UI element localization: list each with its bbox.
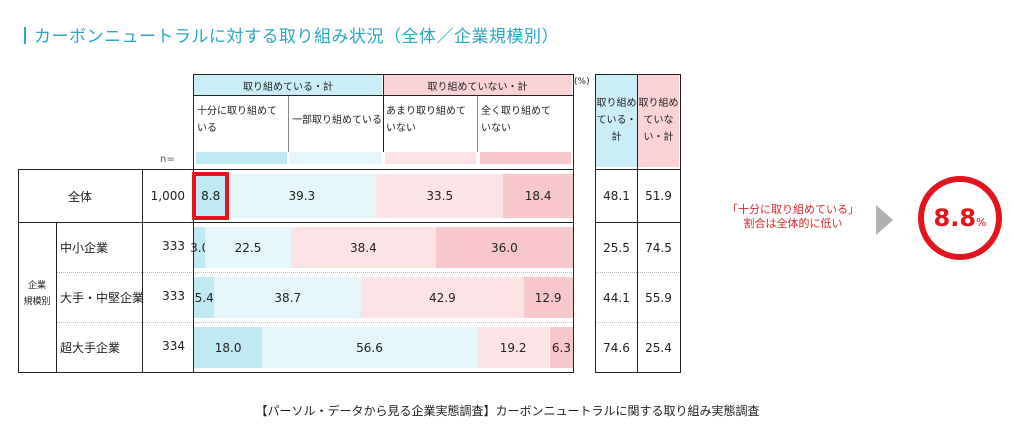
n-label: n= [160,154,175,165]
segment-partly: 56.6 [262,327,477,368]
table-rule-vertical [477,96,478,152]
subheader-not-much: あまり取り組めて いない [383,103,477,137]
side-group-label-line1: 企業 [27,281,46,291]
callout-line1: 「十分に取り組めている」 [727,203,859,216]
segment-not-much: 42.9 [361,277,524,318]
total-no-value: 55.9 [645,290,672,305]
segment-partly: 39.3 [227,174,377,218]
callout-text: 「十分に取り組めている」 割合は全体的に低い [718,203,868,231]
totals-rule-vertical [595,74,596,373]
table-rule-vertical [573,74,574,373]
table-rule [18,169,574,170]
subheader-not-much-line2: いない [386,123,416,134]
total-yes-value: 48.1 [603,189,630,203]
legend-swatch-not-at-all [480,152,571,164]
unit-label: (%) [574,77,590,87]
totals-rule-vertical [680,74,681,373]
segment-fully: 5.4 [194,277,215,318]
highlight-box [192,172,230,220]
totals-rule [595,372,681,373]
table-rule-vertical [142,169,143,373]
subheader-not-at-all-line1: 全く取り組めて [481,106,551,117]
totals-rule [595,74,681,75]
n-value: 1,000 [150,189,185,203]
row-label-overall: 全体 [68,189,93,204]
row-label-very-large: 超大手企業 [60,340,121,355]
total-no-header-line1: 取り組め [638,98,679,109]
totals-rule-dotted [595,322,681,323]
table-rule-dotted [56,272,574,273]
total-no-value: 25.4 [645,340,672,355]
table-rule [18,222,574,223]
side-group-label-line2: 規模別 [23,297,51,307]
table-rule-vertical [56,222,57,373]
table-rule-vertical [18,169,19,373]
totals-rule-vertical [637,74,638,373]
n-value: 334 [162,339,185,353]
subheader-not-much-line1: あまり取り組めて [386,106,466,117]
segment-partly: 38.7 [214,277,362,318]
segment-not-much: 33.5 [376,174,504,218]
total-yes-value: 44.1 [603,290,630,305]
subheader-fully-line2: いる [197,123,217,134]
segment-fully: 3.0 [190,227,209,268]
total-no-header-line3: い・計 [643,132,674,143]
total-yes-value: 25.5 [603,240,630,255]
arrow-right-icon [876,205,893,235]
total-no-header: 取り組め ていな い・計 [638,75,679,167]
n-value: 333 [162,289,185,303]
table-rule [194,95,574,96]
legend-swatch-partly [290,152,381,164]
segment-not-at-all: 36.0 [436,227,573,268]
subheader-fully: 十分に取り組めて いる [194,103,288,137]
total-yes-header: 取り組め ている・ 計 [596,75,637,167]
total-no-header-line2: ていな [643,115,674,126]
legend-swatch-not-much [385,152,476,164]
table-rule-vertical [288,96,289,152]
row-label-large: 大手・中堅企業 [60,290,145,305]
segment-partly: 22.5 [205,227,291,268]
subheader-not-at-all-line2: いない [481,123,511,134]
callout-circle: 8.8% [918,176,1002,260]
segment-not-at-all: 12.9 [523,277,573,318]
segment-not-much: 19.2 [476,327,550,368]
table-rule-vertical [193,74,194,373]
segment-fully: 18.0 [194,327,263,368]
row-label-small: 中小企業 [60,240,109,255]
total-yes-value: 74.6 [603,340,630,355]
total-no-value: 51.9 [645,189,672,203]
callout-unit: % [976,215,987,229]
table-rule-dotted [56,322,574,323]
subheader-partly-line1: 一部取り組めている [292,115,382,126]
segment-not-much: 38.4 [290,227,437,268]
title-text: カーボンニュートラルに対する取り組み状況（全体／企業規模別） [34,27,559,47]
totals-rule [595,222,681,223]
legend-swatch-fully [196,152,287,164]
subheader-not-at-all: 全く取り組めて いない [478,103,572,137]
header-yes-group: 取り組めている・計 [194,75,382,95]
total-yes-header-line1: 取り組め [596,98,637,109]
page-title: カーボンニュートラルに対する取り組み状況（全体／企業規模別） [24,22,559,47]
total-no-value: 74.5 [645,240,672,255]
totals-rule [595,169,681,170]
subheader-partly: 一部取り組めている [289,112,383,129]
segment-not-at-all: 6.3 [549,327,574,368]
side-group-label: 企業 規模別 [20,278,54,310]
callout-value: 8.8 [933,204,977,232]
total-yes-header-line2: ている・ [596,115,637,126]
subheader-fully-line1: 十分に取り組めて [197,106,277,117]
table-rule [194,74,574,75]
table-rule [18,372,574,373]
header-no-group: 取り組めていない・計 [383,75,572,95]
title-accent-bar [24,27,26,44]
totals-rule-dotted [595,272,681,273]
segment-fully: 8.8 [194,174,228,218]
segment-not-at-all: 18.4 [503,174,573,218]
n-value: 333 [162,239,185,253]
callout-line2: 割合は全体的に低い [743,217,843,230]
source-footer: 【パーソル・データから見る企業実態調査】カーボンニュートラルに関する取り組み実態… [255,404,760,418]
table-rule-vertical [383,74,384,152]
total-yes-header-line3: 計 [611,132,622,143]
